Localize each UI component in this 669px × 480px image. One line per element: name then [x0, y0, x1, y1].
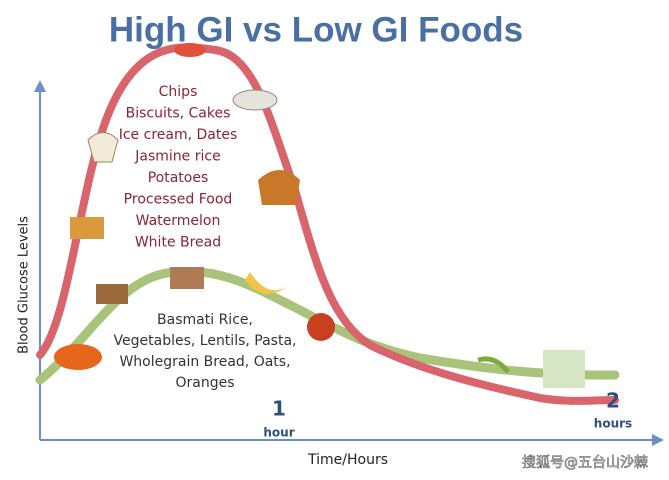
y-axis-label: Blood Glucose Levels	[17, 216, 32, 354]
high-gi-item: Ice cream, Dates	[119, 127, 238, 143]
oats-icon	[96, 284, 128, 304]
orange-icon	[54, 344, 102, 370]
lentils-icon	[170, 267, 204, 289]
tick-unit: hours	[594, 417, 632, 431]
high-gi-item: Biscuits, Cakes	[126, 106, 231, 122]
tick-unit: hour	[263, 426, 294, 440]
high-gi-item: Processed Food	[124, 192, 233, 208]
bread-icon	[258, 170, 300, 205]
tick-number: 1	[272, 397, 286, 421]
cake-icon	[232, 89, 278, 111]
high-gi-item: White Bread	[135, 235, 221, 251]
title: High GI vs Low GI Foods	[109, 10, 523, 49]
low-gi-item: Vegetables, Lentils, Pasta,	[114, 333, 297, 349]
x-arrow	[652, 434, 664, 446]
low-gi-item: Basmati Rice,	[157, 312, 253, 328]
chips-icon	[70, 217, 104, 239]
y-arrow	[34, 80, 46, 92]
watermelon-icon	[174, 43, 206, 57]
apple-icon	[307, 313, 335, 341]
high-gi-item: Chips	[159, 84, 198, 100]
banana-icon	[245, 272, 290, 294]
high-gi-list: Chips Biscuits, Cakes Ice cream, Dates J…	[119, 84, 238, 251]
high-gi-item: Potatoes	[148, 170, 209, 186]
icecream-icon	[87, 132, 119, 163]
high-gi-item: Watermelon	[136, 213, 221, 229]
high-gi-item: Jasmine rice	[134, 149, 220, 165]
low-gi-item: Oranges	[175, 375, 234, 391]
watermark: 搜狐号@五台山沙棘	[522, 455, 648, 471]
low-gi-item: Wholegrain Bread, Oats,	[119, 354, 290, 370]
bean-icon	[477, 356, 510, 374]
cauliflower-icon	[543, 350, 585, 388]
x-axis-label: Time/Hours	[307, 452, 388, 468]
low-gi-list: Basmati Rice, Vegetables, Lentils, Pasta…	[114, 312, 297, 391]
tick-number: 2	[606, 389, 620, 413]
